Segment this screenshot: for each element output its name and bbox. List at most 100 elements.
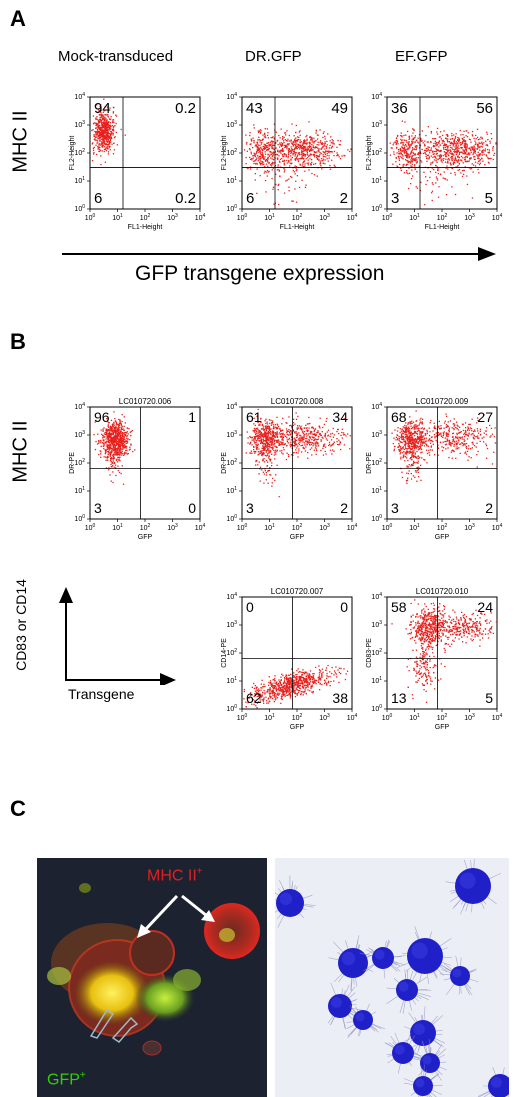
tick-label: 104: [492, 713, 503, 722]
quadrant-top-left: 43: [246, 100, 263, 117]
tick-label: 104: [74, 92, 85, 101]
tick-label: 101: [264, 523, 275, 532]
tick-label: 103: [464, 713, 475, 722]
tick-label: 103: [74, 430, 85, 439]
quadrant-top-right: 0.2: [175, 100, 196, 117]
plot-title: EF.GFP: [395, 48, 448, 65]
tick-label: 104: [492, 523, 503, 532]
y-axis-label: MHC II: [9, 420, 32, 483]
quadrant-top-right: 27: [477, 409, 493, 425]
tick-label: 103: [319, 713, 330, 722]
quadrant-top-right: 0: [340, 599, 348, 615]
flow-plot: LC010720.006 100 100 101 101 102 102 103 103 104 1…: [68, 395, 208, 542]
flow-plot: LC010720.008 100 100 101 101 102 102 103 103 104 1…: [220, 395, 360, 542]
stained-cell: [439, 955, 479, 996]
tick-label: 101: [264, 213, 275, 222]
flow-plot: 100 100 101 101 102 102 103 103 104 104 FL1-Height…: [220, 85, 360, 232]
quadrant-bottom-left: 6: [246, 190, 254, 207]
mhc-label: MHC II+: [147, 866, 203, 885]
tick-label: 100: [371, 704, 382, 713]
x-axis-label: FL1-Height: [280, 224, 315, 231]
quadrant-top-left: 96: [94, 409, 110, 425]
x-axis-label: GFP: [138, 534, 153, 541]
transgene-label: Transgene: [68, 686, 135, 702]
tick-label: 103: [319, 213, 330, 222]
tick-label: 102: [371, 648, 382, 657]
plot-title: LC010720.006: [119, 397, 172, 406]
tick-label: 100: [237, 213, 248, 222]
stained-cells-micrograph: [275, 858, 509, 1097]
plot-title: LC010720.010: [416, 587, 469, 596]
panel-a-letter: A: [10, 6, 26, 31]
tick-label: 100: [226, 514, 237, 523]
y-axis-label: DR-PE: [366, 452, 373, 474]
tick-label: 103: [371, 120, 382, 129]
plot-title: LC010720.008: [271, 397, 324, 406]
quadrant-bottom-left: 3: [94, 500, 102, 516]
flow-plot: 100 100 101 101 102 102 103 103 104 104 FL1-Height…: [68, 85, 208, 232]
stained-cell: [359, 939, 406, 979]
quadrant-top-right: 49: [331, 100, 348, 117]
quadrant-top-right: 34: [332, 409, 348, 425]
stained-cell: [403, 1064, 443, 1097]
quadrant-bottom-right: 2: [485, 500, 493, 516]
tick-label: 104: [347, 213, 358, 222]
axes-legend-arrows: [59, 587, 176, 685]
plot-title: DR.GFP: [245, 48, 302, 65]
tick-label: 100: [371, 514, 382, 523]
tick-label: 102: [371, 148, 382, 157]
tick-label: 100: [226, 204, 237, 213]
flow-plot: LC010720.009 100 100 101 101 102 102 103 103 104 1…: [365, 395, 505, 542]
stained-cell: [275, 875, 316, 928]
y-axis-label: CD14-PE: [221, 638, 228, 668]
tick-label: 100: [85, 523, 96, 532]
tick-label: 102: [140, 213, 151, 222]
tick-label: 100: [371, 204, 382, 213]
tick-label: 101: [226, 176, 237, 185]
quadrant-top-left: 94: [94, 100, 111, 117]
tick-label: 104: [226, 402, 237, 411]
quadrant-bottom-left: 62: [246, 690, 262, 706]
y-axis-label: DR-PE: [221, 452, 228, 474]
flow-plot: LC010720.007 100 100 101 101 102 102 103 103 104 1…: [220, 585, 360, 732]
tick-label: 101: [226, 486, 237, 495]
quadrant-top-right: 56: [476, 100, 493, 117]
tick-label: 102: [437, 523, 448, 532]
x-axis-label: FL1-Height: [425, 224, 460, 231]
quadrant-bottom-right: 2: [340, 500, 348, 516]
tick-label: 102: [226, 648, 237, 657]
tick-label: 103: [464, 523, 475, 532]
tick-label: 101: [371, 486, 382, 495]
tick-label: 101: [112, 523, 123, 532]
tick-label: 101: [226, 676, 237, 685]
panel-c-letter: C: [10, 796, 26, 821]
stained-cell: [445, 859, 502, 915]
panel-b-letter: B: [10, 329, 26, 354]
tick-label: 101: [74, 176, 85, 185]
tick-label: 101: [264, 713, 275, 722]
x-axis-label: GFP: [435, 534, 450, 541]
quadrant-top-right: 1: [188, 409, 196, 425]
tick-label: 100: [382, 713, 393, 722]
tick-label: 100: [74, 514, 85, 523]
tick-label: 102: [371, 458, 382, 467]
quadrant-top-left: 61: [246, 409, 262, 425]
x-axis-label: GFP: [435, 724, 450, 731]
tick-label: 102: [292, 213, 303, 222]
quadrant-bottom-left: 13: [391, 690, 407, 706]
y-axis-label: CD83-PE: [366, 638, 373, 668]
tick-label: 104: [347, 523, 358, 532]
stained-cell: [346, 1003, 386, 1038]
tick-label: 100: [237, 523, 248, 532]
stained-cell: [413, 1039, 448, 1085]
tick-label: 103: [371, 620, 382, 629]
quadrant-bottom-right: 2: [340, 190, 348, 207]
plot-title: LC010720.009: [416, 397, 469, 406]
tick-label: 100: [382, 213, 393, 222]
tick-label: 104: [195, 213, 206, 222]
tick-label: 104: [74, 402, 85, 411]
y-axis-label: FL2-Height: [366, 136, 373, 171]
tick-label: 102: [292, 523, 303, 532]
quadrant-bottom-left: 6: [94, 190, 102, 207]
quadrant-top-left: 68: [391, 409, 407, 425]
